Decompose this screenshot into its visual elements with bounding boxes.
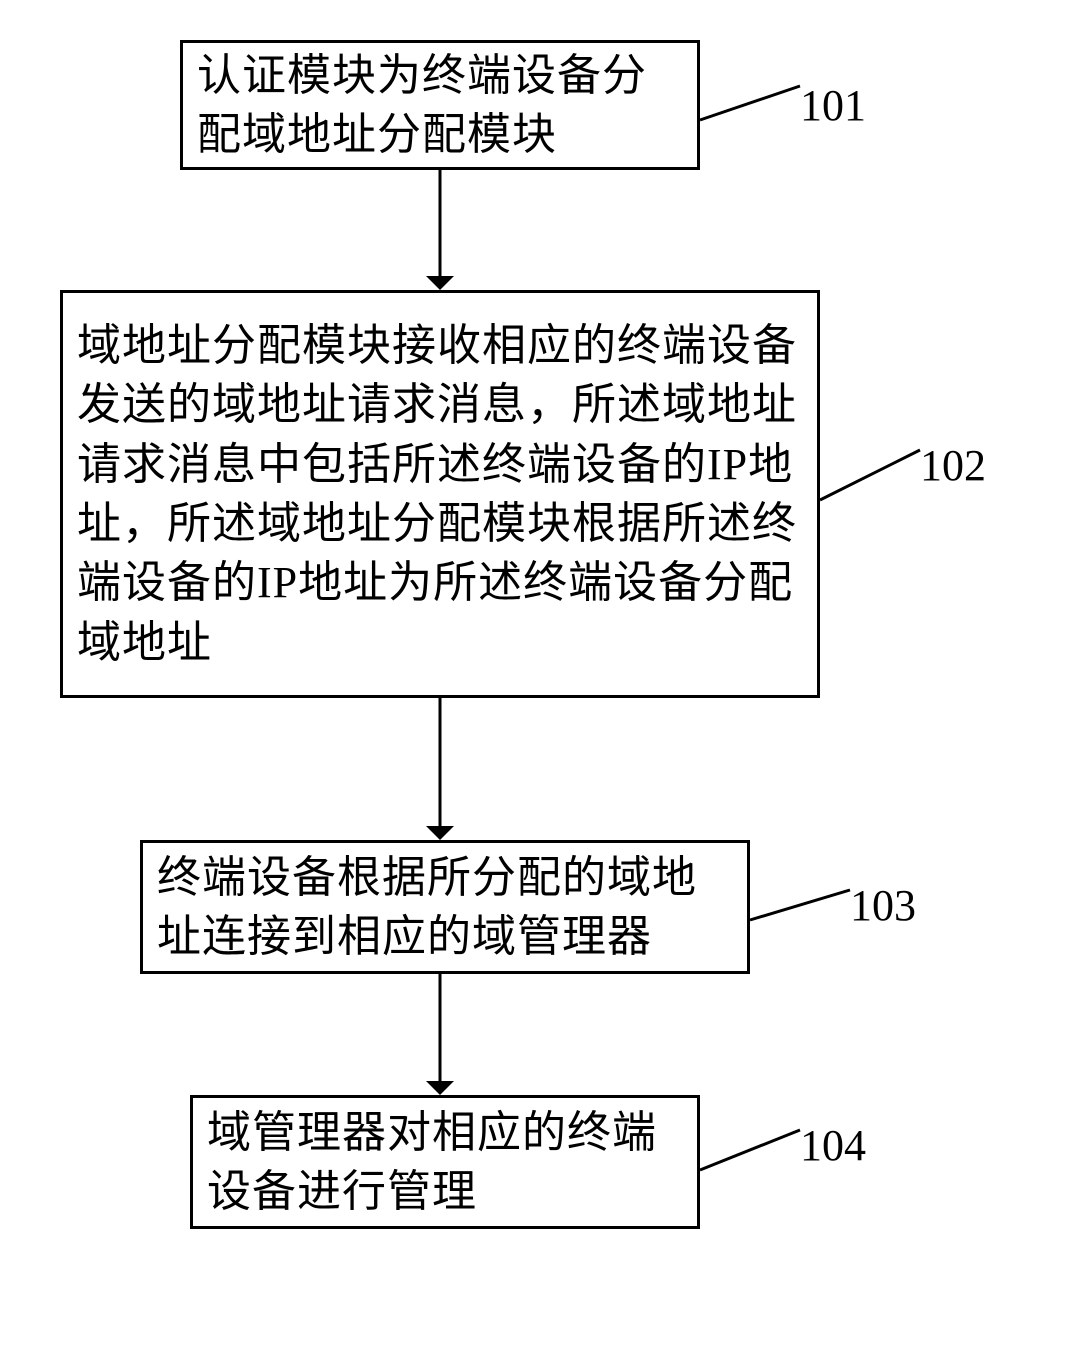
flowchart-step-3: 终端设备根据所分配的域地址连接到相应的域管理器 <box>140 840 750 974</box>
flowchart-canvas: 认证模块为终端设备分配域地址分配模块 域地址分配模块接收相应的终端设备发送的域地… <box>0 0 1092 1352</box>
flowchart-step-1: 认证模块为终端设备分配域地址分配模块 <box>180 40 700 170</box>
flowchart-step-2-text: 域地址分配模块接收相应的终端设备发送的域地址请求消息，所述域地址请求消息中包括所… <box>63 306 817 682</box>
flowchart-step-4: 域管理器对相应的终端设备进行管理 <box>190 1095 700 1229</box>
step-number-101: 101 <box>800 80 866 131</box>
step-number-103: 103 <box>850 880 916 931</box>
step-number-104: 104 <box>800 1120 866 1171</box>
flowchart-step-4-text: 域管理器对相应的终端设备进行管理 <box>193 1093 697 1232</box>
flowchart-step-2: 域地址分配模块接收相应的终端设备发送的域地址请求消息，所述域地址请求消息中包括所… <box>60 290 820 698</box>
step-number-102: 102 <box>920 440 986 491</box>
flowchart-step-1-text: 认证模块为终端设备分配域地址分配模块 <box>183 36 697 175</box>
flowchart-step-3-text: 终端设备根据所分配的域地址连接到相应的域管理器 <box>143 838 747 977</box>
